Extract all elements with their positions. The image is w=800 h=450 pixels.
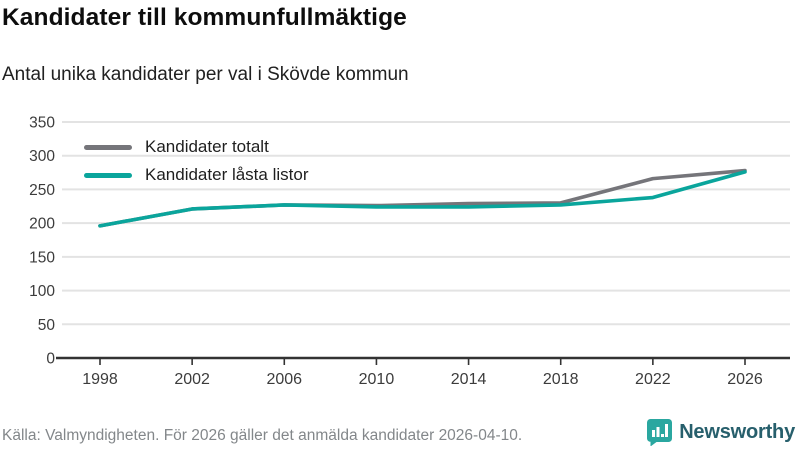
brand-name: Newsworthy	[679, 421, 795, 443]
legend-label-locked-lists: Kandidater låsta listor	[145, 165, 309, 184]
newsworthy-logo-icon	[647, 419, 673, 446]
y-axis-tick-label: 100	[29, 283, 55, 300]
y-axis-tick-label: 0	[46, 351, 55, 368]
page-subtitle: Antal unika kandidater per val i Skövde …	[2, 64, 409, 85]
x-axis-tick-label: 2002	[174, 371, 210, 388]
x-axis-tick-label: 1998	[82, 371, 118, 388]
chart-legend: Kandidater totalt Kandidater låsta listo…	[84, 133, 308, 189]
legend-swatch-total	[84, 144, 132, 150]
y-axis-tick-label: 300	[29, 148, 55, 165]
line-kandidater-l-sta-listor	[98, 170, 747, 228]
page-title: Kandidater till kommunfullmäktige	[2, 4, 407, 31]
legend-swatch-locked-lists	[84, 172, 132, 178]
x-axis-tick-label: 2006	[266, 371, 302, 388]
legend-item-locked-lists: Kandidater låsta listor	[84, 161, 308, 189]
y-axis-tick-label: 350	[29, 115, 55, 132]
y-axis-tick-label: 150	[29, 249, 55, 266]
x-axis-tick-label: 2026	[727, 371, 763, 388]
brand-lockup: Newsworthy	[647, 419, 795, 446]
y-axis-tick-label: 250	[29, 182, 55, 199]
x-axis-tick-label: 2022	[635, 371, 671, 388]
legend-item-total: Kandidater totalt	[84, 133, 308, 161]
y-axis-tick-label: 50	[38, 317, 56, 334]
x-axis-tick-label: 2010	[359, 371, 395, 388]
x-axis-tick-label: 2014	[451, 371, 487, 388]
legend-label-total: Kandidater totalt	[145, 137, 269, 156]
y-axis-tick-label: 200	[29, 216, 55, 233]
x-axis-tick-label: 2018	[543, 371, 579, 388]
source-note: Källa: Valmyndigheten. För 2026 gäller d…	[2, 427, 523, 444]
